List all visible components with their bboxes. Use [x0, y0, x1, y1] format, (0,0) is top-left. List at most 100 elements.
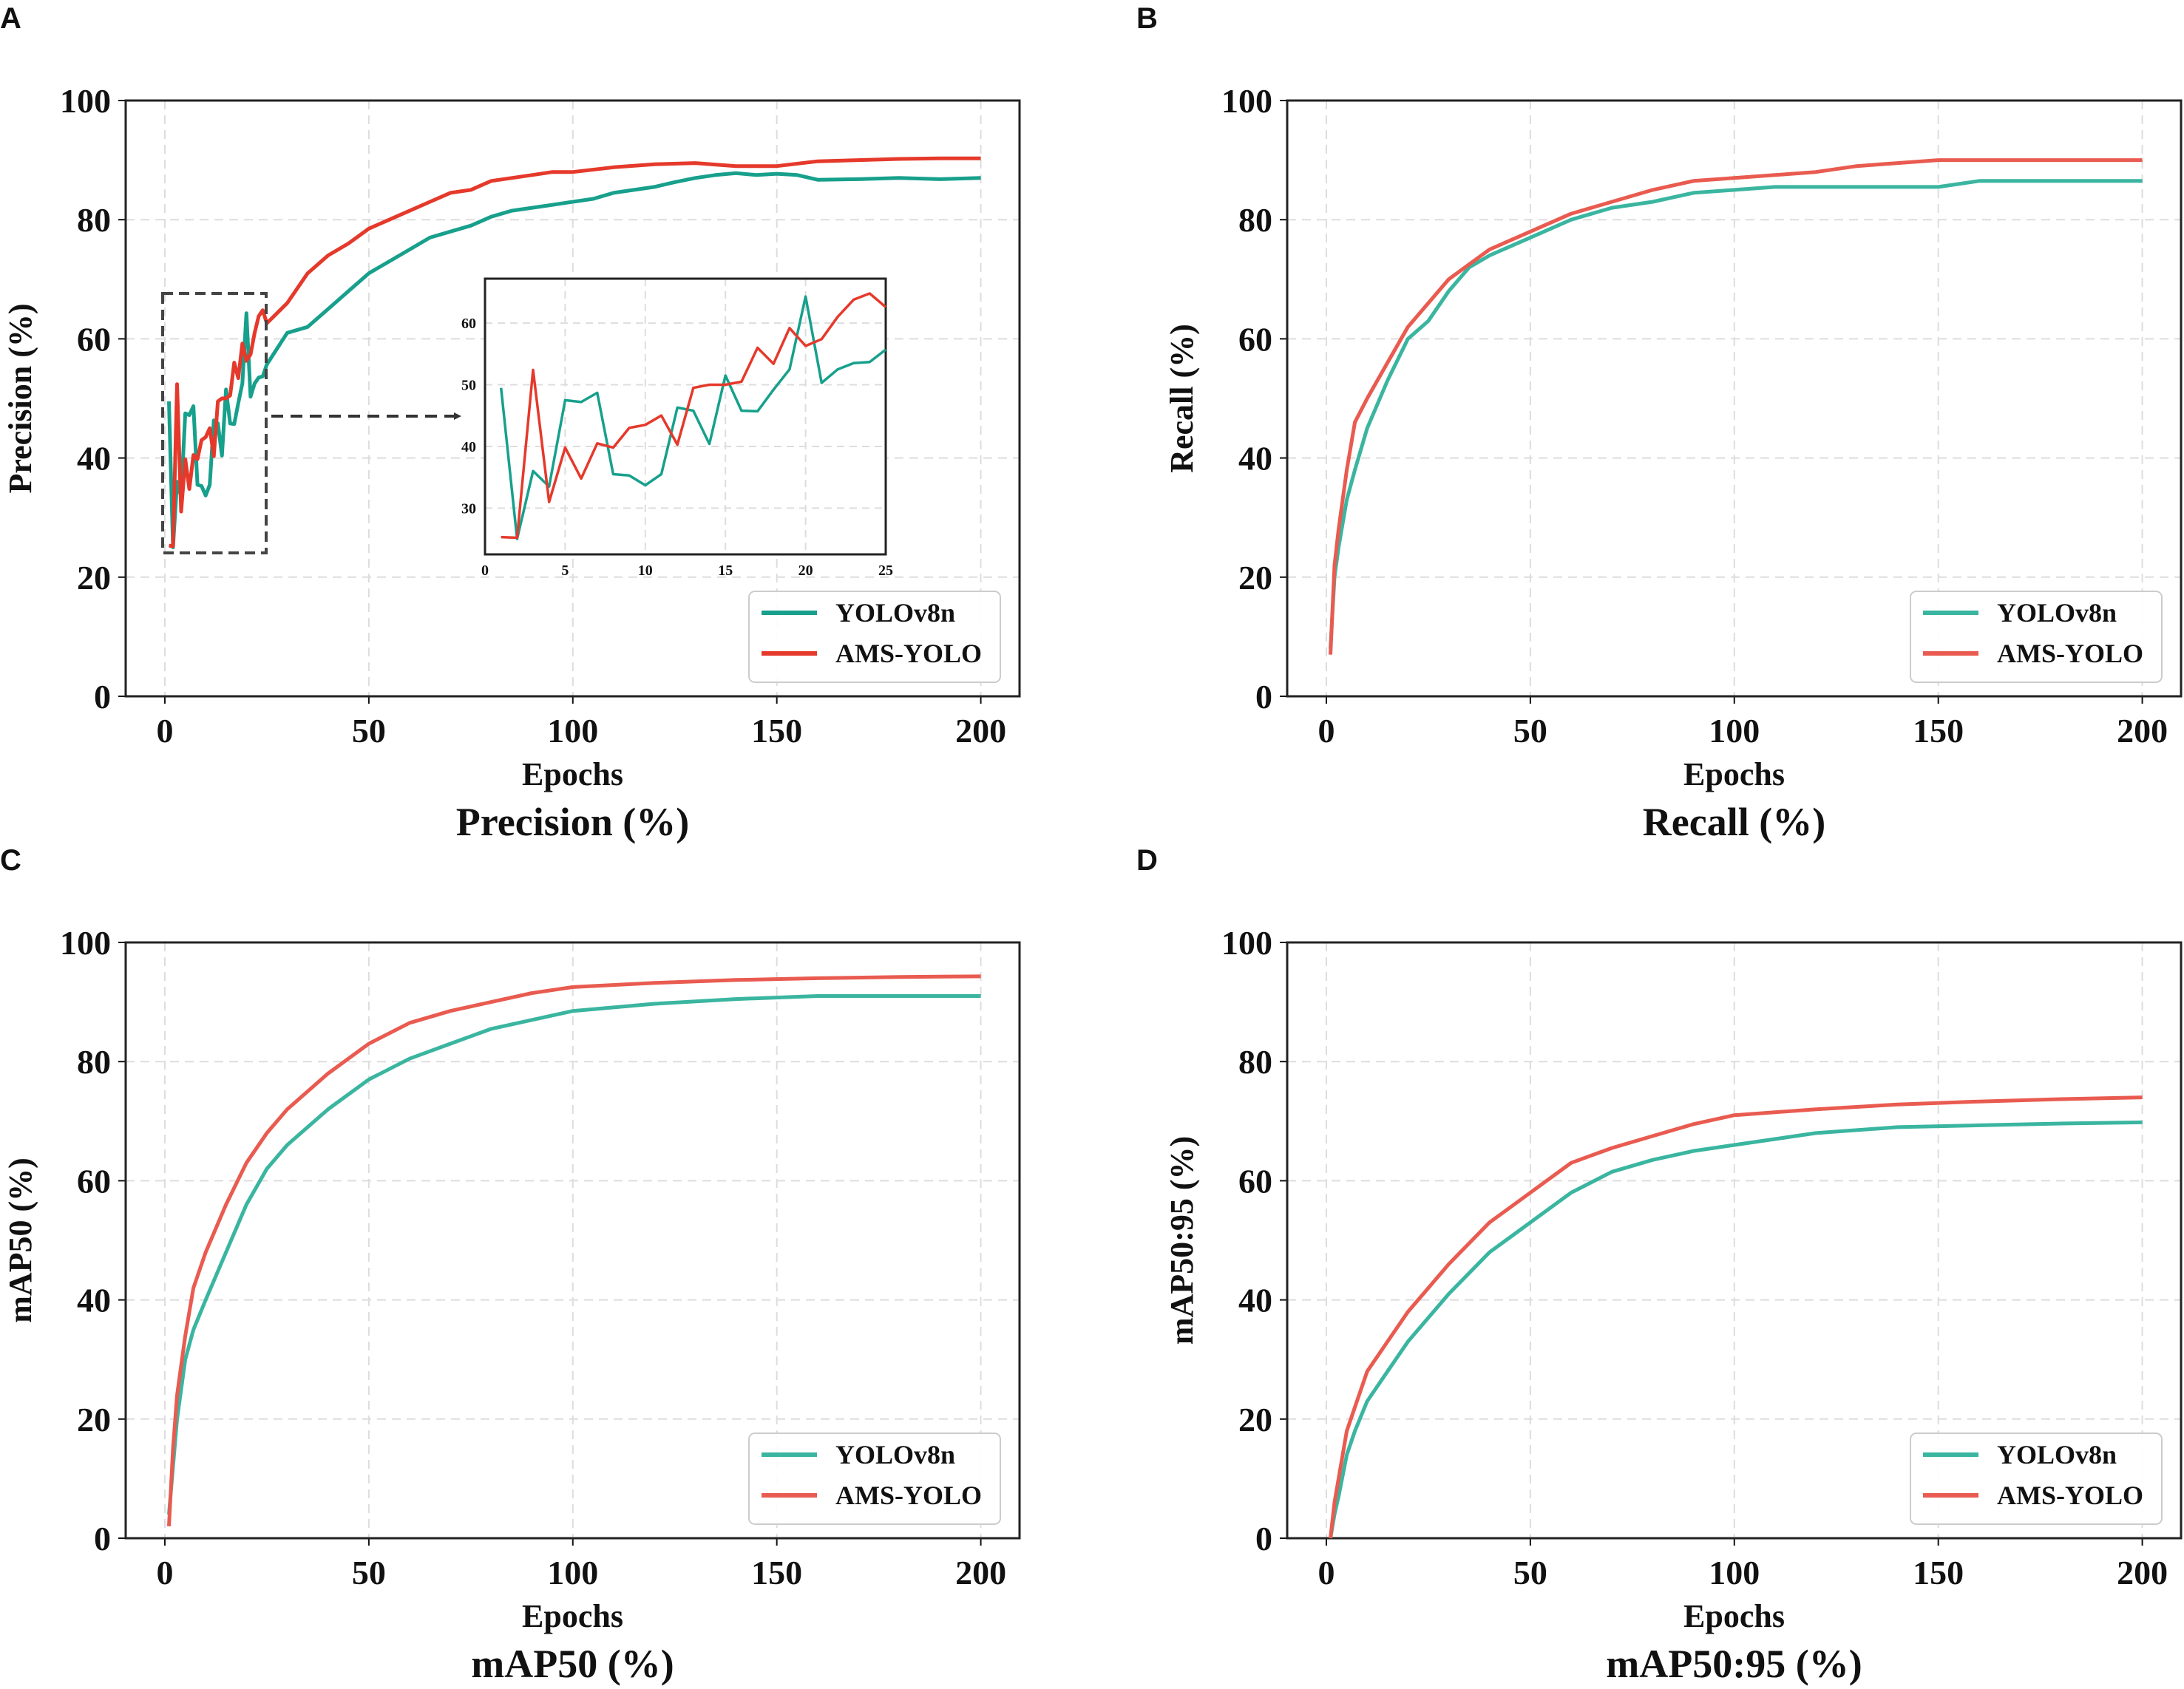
inset-x-tick-label: 5 [561, 563, 569, 579]
chart-title: mAP50:95 (%) [1606, 1642, 1862, 1686]
x-tick-label: 0 [156, 712, 173, 750]
panel-letter: C [0, 844, 21, 877]
y-tick-label: 0 [94, 1520, 111, 1557]
axes-frame [124, 941, 1021, 1540]
y-tick-label: 40 [77, 440, 111, 478]
panel-b: B 0 50 100 150 200 0 20 40 60 80 100 Epochs Recall (%… [1136, 2, 2183, 844]
y-tick-label: 0 [1255, 678, 1272, 716]
zoom-inset: 0 5 10 15 20 25 30 40 50 60 [161, 277, 893, 579]
y-tick-label: 40 [1238, 1282, 1272, 1319]
y-tick-label: 20 [1238, 559, 1272, 597]
x-tick-label: 100 [1709, 712, 1760, 750]
y-tick-label: 100 [1221, 82, 1272, 120]
y-tick-label: 100 [60, 924, 111, 962]
inset-y-tick-label: 30 [461, 500, 476, 517]
panel-a: A 0 50 100 150 200 0 20 40 60 80 100 Epochs Precision… [0, 2, 1021, 844]
panel-d: D 0 50 100 150 200 0 20 40 60 80 100 Epochs mAP50:95 … [1136, 844, 2183, 1686]
panel-letter: B [1136, 2, 1158, 35]
inset-x-tick-label: 15 [718, 563, 733, 579]
axes-frame [1286, 941, 2183, 1540]
x-tick-label: 150 [751, 1554, 802, 1591]
x-tick-label: 0 [156, 1554, 173, 1591]
y-tick-label: 60 [1238, 1162, 1272, 1200]
legend: YOLOv8n AMS-YOLO [1910, 591, 2163, 683]
inset-y-tick-label: 60 [461, 316, 476, 332]
x-tick-label: 0 [1317, 712, 1335, 750]
y-axis-label: mAP50:95 (%) [1164, 1136, 1200, 1345]
inset-x-tick-label: 10 [638, 563, 653, 579]
y-tick-label: 0 [1255, 1520, 1272, 1557]
x-axis-label: Epochs [1683, 756, 1785, 792]
legend-label: YOLOv8n [835, 1440, 955, 1469]
x-tick-label: 200 [2117, 1554, 2168, 1591]
series-line-ams-yolo [167, 974, 981, 1527]
x-tick-label: 150 [1913, 1554, 1964, 1591]
x-tick-label: 100 [547, 712, 598, 750]
series-line-ams-yolo [1329, 1095, 2143, 1539]
x-tick-label: 150 [1913, 712, 1964, 750]
x-tick-label: 50 [1513, 1554, 1547, 1591]
inset-frame [484, 277, 887, 556]
legend: YOLOv8n AMS-YOLO [748, 1433, 1001, 1525]
inset-x-tick-label: 20 [798, 563, 813, 579]
axes-frame [124, 99, 1021, 698]
legend: YOLOv8n AMS-YOLO [1910, 1433, 2163, 1525]
y-axis-label: Precision (%) [2, 303, 38, 493]
x-tick-label: 50 [352, 712, 386, 750]
x-axis-label: Epochs [1683, 1598, 1785, 1634]
x-tick-label: 100 [1709, 1554, 1760, 1591]
series-line-ams-yolo [1329, 158, 2143, 655]
chart-title: mAP50 (%) [471, 1642, 674, 1686]
series-line-yolov8n [1329, 1120, 2143, 1539]
legend-label: YOLOv8n [1997, 598, 2117, 628]
y-tick-label: 60 [77, 1162, 111, 1200]
series-line-yolov8n [167, 171, 981, 549]
y-tick-label: 20 [77, 1401, 111, 1438]
y-tick-label: 20 [77, 559, 111, 597]
inset-series-line-ams-yolo [501, 292, 887, 540]
x-tick-label: 50 [1513, 712, 1547, 750]
zoom-region-box [161, 292, 268, 554]
y-tick-label: 80 [77, 1043, 111, 1081]
series-line-ams-yolo [169, 156, 981, 548]
chart-title: Recall (%) [1643, 800, 1825, 844]
legend-label: AMS-YOLO [835, 639, 982, 668]
x-axis-label: Epochs [522, 756, 623, 792]
y-axis-label: mAP50 (%) [2, 1158, 38, 1323]
x-tick-label: 0 [1317, 1554, 1335, 1591]
series-line-yolov8n [1329, 179, 2143, 649]
legend: YOLOv8n AMS-YOLO [748, 591, 1001, 683]
y-tick-label: 80 [1238, 201, 1272, 239]
y-tick-label: 20 [1238, 1401, 1272, 1438]
axes-frame [1286, 99, 2183, 698]
legend-label: AMS-YOLO [1997, 1481, 2143, 1510]
x-tick-label: 200 [955, 712, 1006, 750]
inset-x-tick-label: 0 [481, 563, 489, 579]
y-tick-label: 60 [77, 320, 111, 358]
x-tick-label: 150 [751, 712, 802, 750]
chart-title: Precision (%) [456, 800, 689, 844]
legend-label: YOLOv8n [835, 598, 955, 628]
y-tick-label: 40 [1238, 440, 1272, 478]
y-tick-label: 80 [77, 201, 111, 239]
inset-series-line-yolov8n [499, 295, 887, 540]
x-tick-label: 100 [547, 1554, 598, 1591]
x-axis-label: Epochs [522, 1598, 623, 1634]
legend-label: AMS-YOLO [835, 1481, 982, 1510]
y-tick-label: 100 [60, 82, 111, 120]
y-tick-label: 60 [1238, 320, 1272, 358]
panel-letter: D [1136, 844, 1158, 877]
x-tick-label: 200 [2117, 712, 2168, 750]
legend-label: YOLOv8n [1997, 1440, 2117, 1469]
y-tick-label: 100 [1221, 924, 1272, 962]
panel-letter: A [0, 2, 21, 35]
inset-y-tick-label: 40 [461, 439, 476, 455]
x-tick-label: 200 [955, 1554, 1006, 1591]
y-tick-label: 40 [77, 1282, 111, 1319]
inset-x-tick-label: 25 [878, 563, 893, 579]
series-line-yolov8n [167, 994, 981, 1515]
y-tick-label: 80 [1238, 1043, 1272, 1081]
panel-c: C 0 50 100 150 200 0 20 40 60 80 100 Epochs mAP50 (%)… [0, 844, 1021, 1686]
legend-label: AMS-YOLO [1997, 639, 2143, 668]
